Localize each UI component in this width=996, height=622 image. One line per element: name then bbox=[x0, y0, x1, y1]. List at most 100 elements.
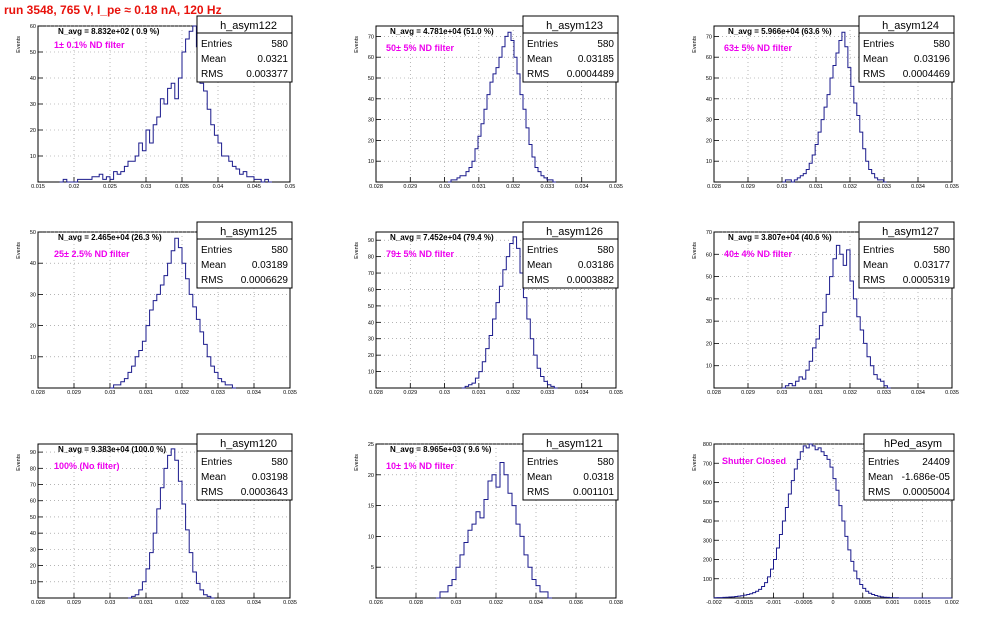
plot-frame bbox=[37, 443, 291, 599]
y-tick-label: 10 bbox=[30, 355, 36, 361]
y-axis-label: Events bbox=[354, 242, 360, 259]
histogram-line bbox=[110, 237, 236, 389]
y-tick-label: 50 bbox=[30, 230, 36, 236]
y-tick-label: 70 bbox=[706, 230, 712, 236]
y-tick-label: 15 bbox=[368, 504, 374, 510]
histogram-panel: 0.028 0.029 0.03 0.031 0.032 0.033 0.034 0.035 1… bbox=[16, 433, 297, 606]
histogram-name: h_asym121 bbox=[546, 438, 603, 450]
plot-frame bbox=[37, 231, 291, 389]
stat-value-rms: 0.0004469 bbox=[903, 69, 951, 80]
y-tick-label: 50 bbox=[368, 76, 374, 82]
navg-label: N_avg = 8.832e+02 ( 0.9 %) bbox=[58, 27, 160, 36]
x-tick-label: 0.033 bbox=[541, 390, 555, 396]
stat-label-mean: Mean bbox=[201, 54, 226, 65]
y-tick-label: 40 bbox=[706, 97, 712, 103]
y-tick-label: 70 bbox=[368, 34, 374, 40]
histogram-name: h_asym120 bbox=[220, 438, 277, 450]
x-tick-label: 0.015 bbox=[31, 184, 45, 190]
x-tick-label: 0.001 bbox=[886, 600, 900, 606]
x-tick-label: 0.031 bbox=[472, 390, 486, 396]
y-tick-label: 50 bbox=[368, 304, 374, 310]
y-tick-label: 10 bbox=[706, 159, 712, 165]
x-tick-label: 0.034 bbox=[911, 184, 925, 190]
stat-label-mean: Mean bbox=[201, 472, 226, 483]
filter-annotation: 50± 5% ND filter bbox=[386, 43, 454, 53]
x-tick-label: 0.035 bbox=[945, 390, 959, 396]
stat-value-mean: 0.0318 bbox=[583, 472, 614, 483]
histogram-panel: 0.028 0.029 0.03 0.031 0.032 0.033 0.034 0.035 1… bbox=[354, 15, 623, 190]
stat-label-rms: RMS bbox=[527, 275, 550, 286]
histogram-line bbox=[713, 443, 952, 599]
stat-value-mean: 0.03186 bbox=[578, 260, 615, 271]
histogram-name: h_asym126 bbox=[546, 226, 603, 238]
stats-box-frame bbox=[196, 433, 293, 501]
y-axis-label: Events bbox=[16, 36, 22, 53]
filter-annotation: 10± 1% ND filter bbox=[386, 461, 454, 471]
stat-label-mean: Mean bbox=[868, 472, 893, 483]
x-tick-label: 0.034 bbox=[247, 390, 261, 396]
x-tick-label: 0.035 bbox=[609, 184, 623, 190]
stat-label-rms: RMS bbox=[527, 487, 550, 498]
y-tick-label: 10 bbox=[368, 370, 374, 376]
x-tick-label: 0.045 bbox=[247, 184, 261, 190]
histogram-name: h_asym125 bbox=[220, 226, 277, 238]
x-tick-label: 0.034 bbox=[575, 390, 589, 396]
x-tick-label: 0.0005 bbox=[854, 600, 871, 606]
x-tick-label: -0.001 bbox=[766, 600, 782, 606]
y-tick-label: 10 bbox=[368, 534, 374, 540]
navg-label: N_avg = 9.383e+04 (100.0 %) bbox=[58, 445, 166, 454]
filter-annotation: 79± 5% ND filter bbox=[386, 249, 454, 259]
y-tick-label: 10 bbox=[30, 154, 36, 160]
y-tick-label: 10 bbox=[706, 364, 712, 370]
stat-label-rms: RMS bbox=[201, 69, 224, 80]
stat-label-entries: Entries bbox=[863, 39, 894, 50]
stat-value-entries: 580 bbox=[933, 245, 950, 256]
x-tick-label: 0.025 bbox=[103, 184, 117, 190]
navg-label: N_avg = 8.965e+03 ( 9.6 %) bbox=[390, 445, 492, 454]
y-tick-label: 50 bbox=[30, 515, 36, 521]
stat-value-mean: 0.03189 bbox=[252, 260, 289, 271]
x-tick-label: 0.035 bbox=[283, 390, 297, 396]
x-tick-label: 0.031 bbox=[809, 390, 823, 396]
x-tick-label: 0.029 bbox=[67, 600, 81, 606]
x-tick-label: 0.029 bbox=[403, 184, 417, 190]
y-tick-label: 90 bbox=[30, 450, 36, 456]
y-tick-label: 80 bbox=[30, 466, 36, 472]
y-tick-label: 100 bbox=[703, 577, 712, 583]
stat-label-entries: Entries bbox=[201, 457, 232, 468]
histogram-panel: 0.028 0.029 0.03 0.031 0.032 0.033 0.034 0.035 1… bbox=[16, 221, 297, 396]
y-tick-label: 20 bbox=[706, 341, 712, 347]
x-tick-label: 0.031 bbox=[472, 184, 486, 190]
stat-value-rms: 0.001101 bbox=[573, 487, 614, 498]
y-axis-label: Events bbox=[692, 454, 698, 471]
y-tick-label: 30 bbox=[30, 102, 36, 108]
y-tick-label: 70 bbox=[368, 271, 374, 277]
y-axis-label: Events bbox=[16, 454, 22, 471]
stat-value-mean: 0.03177 bbox=[914, 260, 951, 271]
histogram-line bbox=[436, 461, 552, 599]
x-tick-label: 0.033 bbox=[211, 390, 225, 396]
histogram-line bbox=[782, 31, 887, 183]
y-axis-label: Events bbox=[692, 242, 698, 259]
y-tick-label: 60 bbox=[706, 252, 712, 258]
stat-value-entries: 580 bbox=[597, 457, 614, 468]
stat-label-rms: RMS bbox=[201, 275, 224, 286]
x-tick-label: 0.028 bbox=[409, 600, 423, 606]
x-tick-label: 0.032 bbox=[843, 184, 857, 190]
y-tick-label: 30 bbox=[368, 118, 374, 124]
y-tick-label: 50 bbox=[30, 50, 36, 56]
x-tick-label: 0.03 bbox=[105, 600, 116, 606]
x-tick-label: 0.05 bbox=[285, 184, 296, 190]
y-tick-label: 70 bbox=[706, 34, 712, 40]
y-tick-label: 30 bbox=[30, 547, 36, 553]
stat-value-mean: 0.0321 bbox=[257, 54, 288, 65]
y-tick-label: 20 bbox=[30, 128, 36, 134]
y-tick-label: 80 bbox=[368, 255, 374, 261]
stat-label-mean: Mean bbox=[863, 54, 888, 65]
x-tick-label: 0.032 bbox=[175, 600, 189, 606]
histogram-panel: 0.028 0.029 0.03 0.031 0.032 0.033 0.034 0.035 1… bbox=[692, 15, 959, 190]
y-tick-label: 50 bbox=[706, 76, 712, 82]
x-tick-label: 0.028 bbox=[707, 184, 721, 190]
x-tick-label: 0.034 bbox=[529, 600, 543, 606]
